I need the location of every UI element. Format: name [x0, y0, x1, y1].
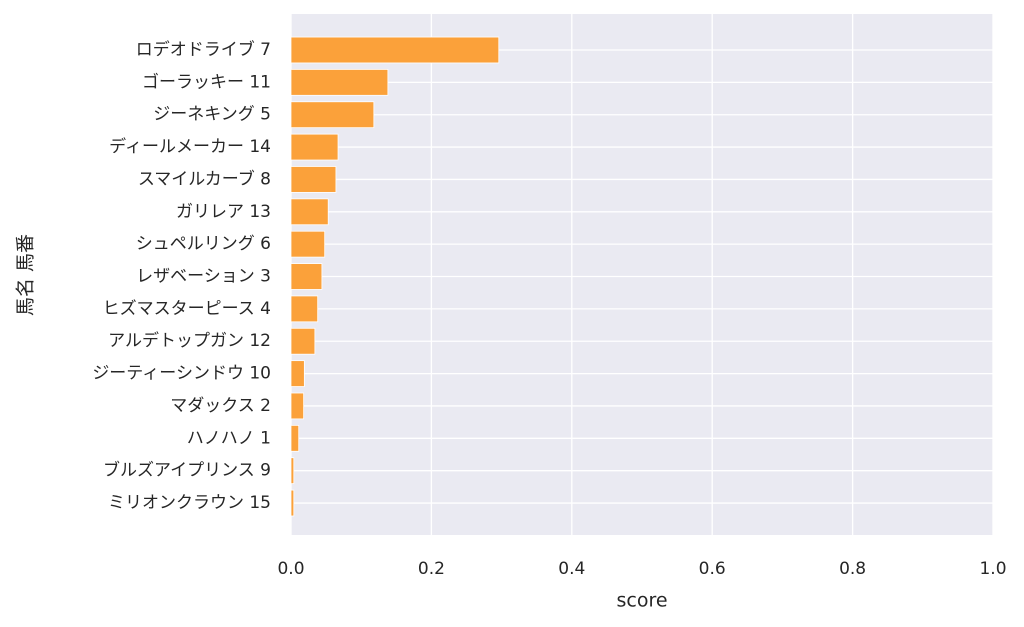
bar	[290, 263, 323, 290]
y-tick-label: レザベーション 3	[136, 267, 271, 287]
y-tick-label: ミリオンクラウン 15	[108, 493, 271, 513]
bar	[290, 360, 305, 387]
x-tick-label: 0.0	[277, 559, 304, 579]
bar	[290, 295, 319, 323]
bar	[290, 133, 339, 161]
x-tick-label: 1.0	[979, 559, 1006, 579]
y-tick-label: スマイルカーブ 8	[138, 168, 271, 189]
y-tick-label: ゴーラッキー 11	[142, 71, 271, 92]
y-tick-label: ロデオドライブ 7	[136, 39, 271, 60]
plot-area	[291, 14, 993, 535]
y-tick-label: ジーネキング 5	[153, 105, 271, 125]
bar	[290, 424, 300, 452]
bar	[290, 36, 500, 64]
x-tick-label: 0.2	[418, 559, 445, 579]
y-axis-label: 馬名 馬番	[15, 234, 37, 316]
y-tick-label: シュペルリング 6	[136, 234, 271, 254]
y-tick-label: ヒズマスターピース 4	[103, 299, 271, 319]
y-tick-label: マダックス 2	[170, 396, 271, 416]
x-axis-label: score	[616, 590, 667, 612]
bar	[290, 166, 337, 193]
y-tick-label: ハノハノ 1	[187, 428, 271, 448]
y-tick-label: ディールメーカー 14	[109, 136, 271, 157]
bar	[290, 392, 305, 420]
bar	[290, 198, 329, 226]
x-tick-label: 0.4	[558, 559, 585, 579]
bar	[290, 327, 316, 355]
y-tick-label: ジーティーシンドウ 10	[92, 364, 271, 384]
bar	[290, 457, 295, 485]
x-tick-label: 0.6	[699, 559, 726, 579]
y-tick-label: アルデトップガン 12	[108, 330, 271, 351]
bar	[290, 489, 295, 517]
y-tick-label: ブルズアイプリンス 9	[103, 460, 271, 481]
y-tick-label: ガリレア 13	[176, 202, 271, 222]
bar	[290, 101, 375, 129]
bar	[290, 69, 389, 96]
x-tick-label: 0.8	[839, 559, 866, 579]
bar	[290, 230, 326, 258]
